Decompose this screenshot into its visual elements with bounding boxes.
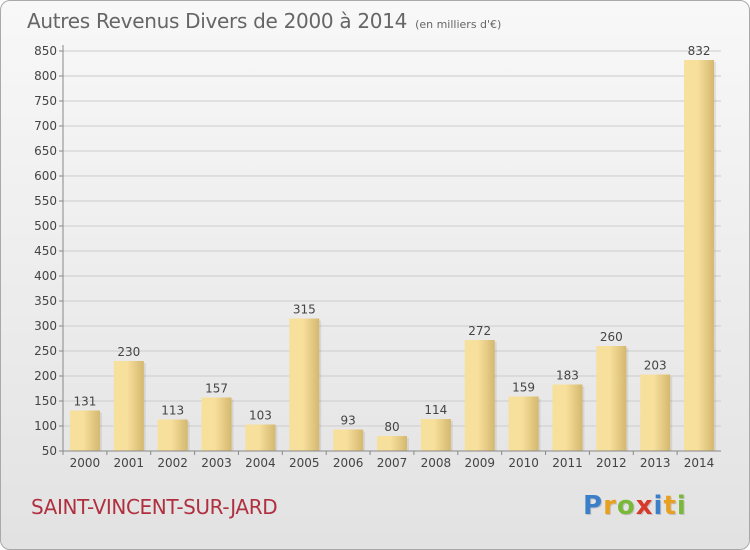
logo-letter-r: r	[603, 491, 617, 521]
y-tick-label: 350	[34, 294, 57, 308]
bar-2012	[596, 346, 627, 451]
y-tick-label: 550	[34, 194, 57, 208]
x-tick-label: 2000	[70, 456, 101, 470]
y-tick-label: 450	[34, 244, 57, 258]
x-tick-label: 2012	[596, 456, 627, 470]
y-tick-label: 100	[34, 419, 57, 433]
logo-letter-t: t	[663, 491, 677, 521]
y-tick-label: 800	[34, 69, 57, 83]
y-tick-label: 300	[34, 319, 57, 333]
data-label: 260	[600, 330, 623, 344]
x-tick-label: 2008	[421, 456, 452, 470]
bar-2007	[377, 436, 407, 451]
logo-letter-i2: i	[676, 491, 687, 521]
x-tick-label: 2007	[377, 456, 408, 470]
logo-letter-x: x	[635, 491, 654, 521]
x-tick-label: 2014	[684, 456, 715, 470]
data-label: 183	[556, 369, 579, 383]
data-label: 113	[161, 404, 184, 418]
bar-2009	[464, 340, 495, 451]
x-tick-label: 2003	[201, 456, 232, 470]
y-tick-label: 50	[42, 444, 57, 458]
y-tick-label: 250	[34, 344, 57, 358]
y-tick-label: 750	[34, 94, 57, 108]
y-tick-label: 850	[34, 44, 57, 58]
bar-2013	[640, 374, 671, 451]
y-tick-label: 600	[34, 169, 57, 183]
x-tick-label: 2002	[157, 456, 188, 470]
x-tick-label: 2001	[114, 456, 145, 470]
y-tick-label: 200	[34, 369, 57, 383]
x-tick-label: 2004	[245, 456, 276, 470]
bar-2008	[420, 419, 451, 451]
x-tick-label: 2005	[289, 456, 320, 470]
x-tick-label: 2013	[640, 456, 671, 470]
bar-layer: 131 230 113 157 103 315 93 80 114 272 159 183 260 203…	[69, 44, 717, 451]
logo-letter-p: P	[583, 491, 604, 521]
data-label: 114	[424, 403, 447, 417]
bar-2014	[684, 60, 715, 451]
bar-2006	[333, 429, 364, 451]
data-label: 103	[249, 409, 272, 423]
x-tick-label: 2011	[552, 456, 583, 470]
data-label: 93	[340, 414, 355, 428]
y-tick-label: 400	[34, 269, 57, 283]
logo-letter-i: i	[653, 491, 664, 521]
data-label: 80	[384, 420, 399, 434]
town-name: SAINT-VINCENT-SUR-JARD	[31, 495, 278, 519]
y-tick-label: 700	[34, 119, 57, 133]
bar-2003	[201, 397, 232, 451]
x-tick-label: 2006	[333, 456, 364, 470]
chart-title: Autres Revenus Divers de 2000 à 2014	[27, 9, 408, 33]
y-tick-label: 650	[34, 144, 57, 158]
bar-2004	[245, 424, 276, 451]
data-label: 832	[688, 44, 711, 58]
data-label: 157	[205, 382, 228, 396]
data-label: 203	[644, 359, 667, 373]
y-tick-label: 150	[34, 394, 57, 408]
data-label: 159	[512, 381, 535, 395]
bar-2000	[69, 410, 100, 451]
data-label: 230	[117, 345, 140, 359]
data-label: 131	[73, 395, 96, 409]
axis-layer: 50 100 150 200 250 300 350 400 450 500 550 600 650 70…	[34, 44, 721, 470]
data-label: 315	[293, 303, 316, 317]
bar-2002	[157, 419, 188, 451]
proxiti-logo[interactable]: Proxiti	[583, 491, 687, 521]
logo-letter-o: o	[616, 491, 636, 521]
chart-title-block: Autres Revenus Divers de 2000 à 2014 (en …	[27, 9, 501, 33]
y-tick-label: 500	[34, 219, 57, 233]
chart-subtitle: (en milliers d'€)	[415, 18, 502, 31]
x-tick-label: 2009	[464, 456, 495, 470]
bar-2001	[113, 361, 144, 451]
bar-2011	[552, 384, 583, 451]
bar-2010	[508, 396, 539, 451]
data-label: 272	[468, 324, 491, 338]
bar-2005	[289, 318, 320, 451]
x-tick-label: 2010	[508, 456, 539, 470]
